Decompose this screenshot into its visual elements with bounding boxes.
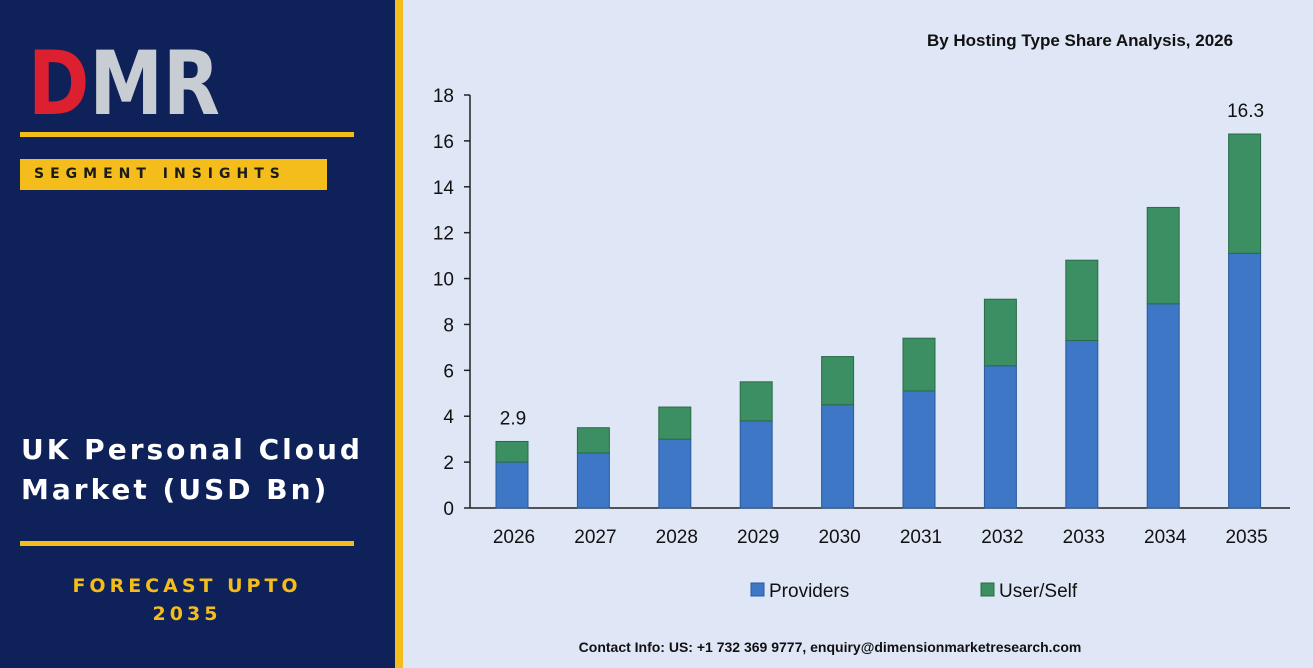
- panel-divider: [395, 0, 403, 668]
- bar-user-self-2027: [576, 427, 610, 454]
- top-gold-rule: [20, 132, 354, 137]
- bar-user-self-2033: [1065, 259, 1099, 342]
- legend-label-providers: Providers: [769, 581, 849, 602]
- y-tick-label: 18: [433, 86, 454, 107]
- bar-providers-2033: [1065, 340, 1099, 509]
- x-tick-label: 2034: [1144, 527, 1187, 548]
- x-tick-label: 2026: [493, 527, 535, 548]
- bar-user-self-2031: [902, 337, 936, 392]
- y-tick-label: 8: [443, 315, 454, 336]
- logo-letter-d: D: [28, 38, 89, 122]
- y-tick-label: 12: [433, 224, 454, 245]
- data-label-total: 16.3: [1227, 101, 1264, 122]
- title-line-2: Market (USD Bn): [21, 473, 330, 506]
- y-tick-label: 16: [433, 132, 454, 153]
- logo-text: DMR: [28, 38, 220, 122]
- forecast-label: FORECAST UPTO 2035: [20, 572, 354, 628]
- bar-providers-2031: [902, 390, 936, 509]
- bar-providers-2028: [658, 438, 692, 509]
- y-tick-label: 0: [443, 499, 454, 520]
- page-title: UK Personal Cloud Market (USD Bn): [21, 430, 381, 510]
- legend-swatch-user-self: [980, 582, 995, 597]
- legend-label-user-self: User/Self: [999, 581, 1078, 602]
- bar-providers-2034: [1146, 303, 1180, 509]
- bar-providers-2029: [739, 420, 773, 509]
- x-tick-label: 2030: [818, 527, 860, 548]
- left-panel: [0, 0, 395, 668]
- dmr-logo: DMR: [28, 38, 220, 122]
- x-tick-label: 2027: [574, 527, 616, 548]
- forecast-line-1: FORECAST UPTO: [72, 575, 302, 597]
- bar-user-self-2029: [739, 381, 773, 422]
- y-tick-label: 2: [443, 453, 454, 474]
- y-tick-label: 4: [443, 407, 454, 428]
- bar-user-self-2034: [1146, 206, 1180, 305]
- bar-user-self-2032: [983, 298, 1017, 367]
- x-tick-label: 2031: [900, 527, 942, 548]
- contact-info: Contact Info: US: +1 732 369 9777, enqui…: [578, 639, 1082, 655]
- y-tick-label: 6: [443, 361, 454, 382]
- chart-title: By Hosting Type Share Analysis, 2026: [926, 31, 1234, 50]
- legend-swatch-providers: [750, 582, 765, 597]
- y-tick-label: 10: [433, 270, 454, 291]
- x-tick-label: 2029: [737, 527, 779, 548]
- bar-providers-2026: [495, 461, 529, 509]
- bar-providers-2027: [576, 452, 610, 509]
- segment-insights-badge: SEGMENT INSIGHTS: [20, 159, 327, 190]
- y-tick-label: 14: [433, 178, 455, 199]
- x-tick-label: 2035: [1225, 527, 1267, 548]
- bar-providers-2030: [821, 404, 855, 509]
- forecast-line-2: 2035: [152, 603, 222, 625]
- logo-letter-r: R: [163, 38, 220, 122]
- title-line-1: UK Personal Cloud: [21, 433, 363, 466]
- bar-providers-2035: [1228, 252, 1262, 509]
- bar-providers-2032: [983, 365, 1017, 509]
- x-tick-label: 2032: [981, 527, 1023, 548]
- x-tick-label: 2028: [656, 527, 698, 548]
- bar-user-self-2028: [658, 406, 692, 440]
- bar-user-self-2026: [495, 440, 529, 463]
- bar-user-self-2030: [821, 356, 855, 406]
- bottom-gold-rule: [20, 541, 354, 546]
- x-tick-label: 2033: [1063, 527, 1105, 548]
- bar-user-self-2035: [1228, 133, 1262, 254]
- logo-letter-m: M: [89, 38, 163, 122]
- data-label-total: 2.9: [500, 408, 526, 429]
